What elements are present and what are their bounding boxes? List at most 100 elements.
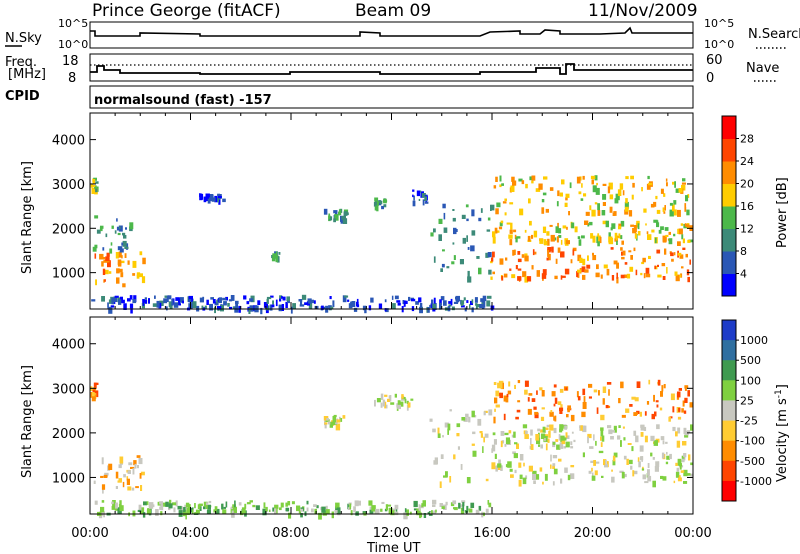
velocity-echo-cell [606,382,612,385]
velocity-echo-cell [306,507,309,512]
velocity-echo-cell [675,431,678,437]
velocity-echo-cell [401,394,404,399]
power-echo-cell [594,202,598,205]
velocity-echo-cell [478,505,482,511]
freq-panel: Freq. [MHz] 18 8 60 0 Nave [5,53,779,86]
velocity-echo-cell [397,400,401,406]
power-echo-cell [469,304,471,309]
power-echo-cell [282,296,286,301]
velocity-echo-cell [680,470,685,473]
velocity-echo-cell [465,413,469,418]
power-echo-cell [321,305,324,310]
velocity-echo-cell [207,504,211,510]
velocity-echo-cell [135,486,139,489]
velocity-echo-cell [134,463,137,469]
power-echo-cell [514,234,517,239]
power-echo-cell [531,180,534,184]
power-echo-cell [286,296,290,301]
x-tick-label: 00:00 [674,526,711,541]
power-echo-cell [591,209,596,217]
velocity-echo-cell [115,471,119,479]
power-echo-cell [496,202,501,208]
power-echo-cell [269,304,273,311]
power-echo-cell [499,222,503,227]
velocity-echo-cell [147,508,151,511]
velocity-echo-cell [552,442,556,445]
velocity-echo-cell [165,501,169,507]
velocity-echo-cell [527,397,530,402]
power-echo-cell [142,300,148,304]
power-echo-cell [620,235,623,240]
power-echo-cell [205,193,210,198]
velocity-echo-cell [651,413,655,420]
power-echo-cell [672,204,675,212]
velocity-echo-cell [461,417,466,421]
velocity-echo-cell [540,444,543,449]
velocity-echo-cell [567,405,571,410]
velocity-echo-cell [661,452,665,459]
velocity-echo-cell [127,486,132,491]
power-echo-cell [542,226,547,233]
power-colorbar-swatch [722,251,736,274]
velocity-echo-cell [660,436,665,441]
velocity-echo-cell [535,434,540,441]
power-echo-cell [330,306,334,310]
power-echo-cell [338,209,342,216]
power-echo-cell [116,218,118,222]
station-title: Prince George (fitACF) [92,1,281,21]
velocity-echo-cell [514,384,516,389]
velocity-echo-cell [690,473,694,477]
power-echo-cell [673,200,677,205]
velocity-echo-cell [542,426,546,433]
velocity-echo-cell [101,457,104,465]
power-echo-cell [685,195,689,202]
power-echo-cell [229,306,233,310]
power-echo-cell [117,259,122,265]
velocity-echo-cell [492,432,496,436]
power-echo-cell [616,277,619,284]
velocity-echo-cell [511,434,514,438]
power-echo-cell [608,232,611,237]
power-echo-cell [374,197,379,202]
velocity-echo-cell [560,435,565,443]
nsky-label: N.Sky [5,31,42,46]
velocity-echo-cell [602,386,607,393]
velocity-echo-cell [286,507,290,512]
velocity-echo-cell [221,503,224,510]
velocity-echo-cell [182,510,187,517]
power-echo-cell [478,217,482,222]
power-colorbar-swatch [722,138,736,162]
power-echo-cell [602,202,606,206]
power-echo-cell [628,210,633,217]
velocity-echo-cell [684,397,688,403]
velocity-echo-cell [588,470,592,474]
velocity-echo-cell [532,470,537,476]
velocity-echo-cell [677,416,682,420]
velocity-echo-cell [608,429,613,435]
velocity-echo-cell [138,458,143,465]
velocity-echo-cell [453,454,456,460]
power-echo-cell [499,184,502,188]
velocity-echo-cell [368,500,373,506]
power-echo-cell [509,268,512,271]
power-echo-cell [105,256,110,261]
power-echo-cell [685,253,688,258]
power-echo-cell [582,274,586,280]
power-echo-cell [643,273,646,279]
power-echo-cell [422,199,425,206]
velocity-echo-cell [172,502,177,506]
nsky-right-tick-top: 10^5 [704,17,734,30]
velocity-echo-cell [246,502,251,505]
velocity-echo-cell [636,412,638,415]
velocity-echo-cell [481,511,484,518]
velocity-echo-cell [385,404,388,409]
power-echo-cell [91,299,96,302]
power-echo-cell [99,226,103,232]
velocity-echo-cell [519,454,524,461]
velocity-echo-cell [389,395,392,402]
velocity-echo-cell [471,410,475,418]
velocity-echo-cell [542,481,544,485]
velocity-echo-cell [505,464,510,468]
velocity-echo-cell [327,421,331,425]
velocity-echo-cell [272,507,275,512]
